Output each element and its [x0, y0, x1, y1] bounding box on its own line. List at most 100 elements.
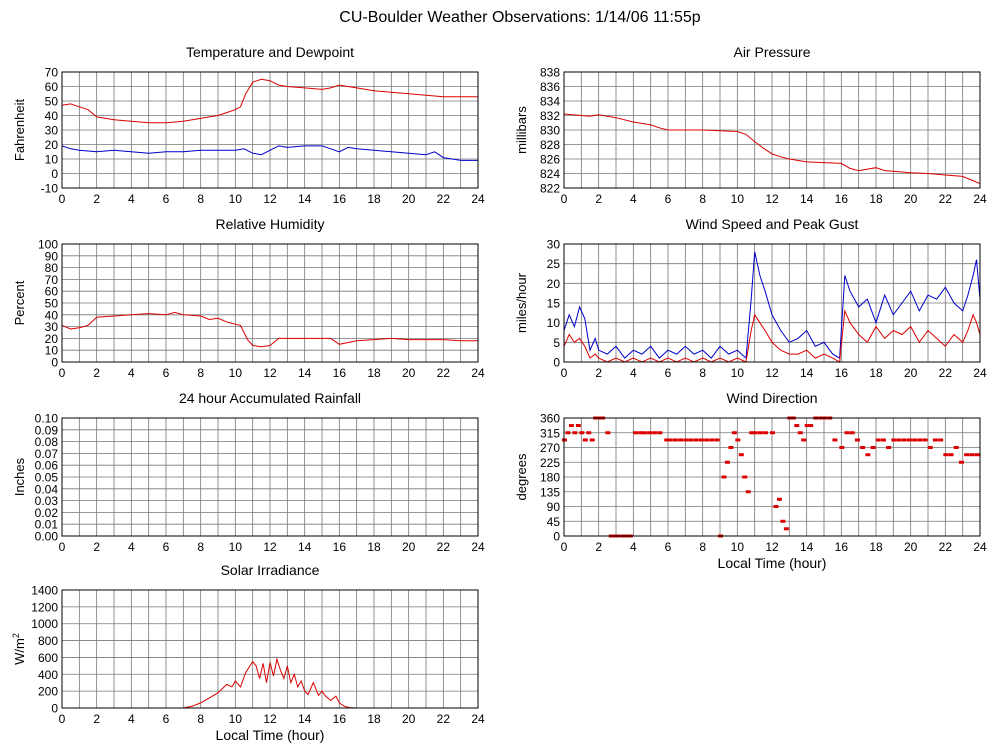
- x-tick-label: 0: [59, 712, 66, 726]
- x-tick-label: 0: [59, 192, 66, 206]
- y-tick-label: 30: [45, 320, 59, 334]
- x-tick-label: 24: [471, 712, 485, 726]
- x-tick-label: 0: [561, 540, 568, 554]
- y-tick-label: 0: [51, 167, 58, 181]
- data-point: [735, 438, 741, 442]
- y-tick-label: 45: [547, 515, 561, 529]
- plot-border: [61, 243, 479, 363]
- y-tick-label: 0.07: [35, 447, 59, 461]
- data-point: [757, 431, 763, 435]
- x-tick-label: 16: [835, 192, 849, 206]
- plot-border: [61, 417, 479, 537]
- x-tick-label: 18: [367, 192, 381, 206]
- chart-title: Wind Speed and Peak Gust: [686, 216, 859, 232]
- solar-irradiance-chart: Solar Irradiance020040060080010001200140…: [11, 562, 485, 743]
- y-tick-label: 0.04: [35, 482, 59, 496]
- y-tick-label: 360: [540, 412, 560, 426]
- x-tick-label: 10: [229, 192, 243, 206]
- x-tick-label: 20: [904, 192, 918, 206]
- data-point: [969, 453, 975, 457]
- y-tick-label: 0.10: [35, 412, 59, 426]
- data-point: [568, 424, 574, 428]
- data-point: [572, 431, 578, 435]
- data-point: [672, 438, 678, 442]
- x-tick-label: 8: [197, 540, 204, 554]
- y-tick-label: 20: [45, 138, 59, 152]
- y-axis-label: miles/hour: [514, 272, 529, 333]
- x-tick-label: 2: [93, 712, 100, 726]
- data-point: [704, 438, 710, 442]
- x-tick-label: 4: [128, 712, 135, 726]
- x-tick-label: 12: [765, 192, 779, 206]
- chart-title: 24 hour Accumulated Rainfall: [179, 390, 361, 406]
- y-axis-label: Inches: [12, 457, 27, 496]
- y-axis-label: W/m2: [11, 633, 27, 665]
- y-tick-label: 20: [45, 332, 59, 346]
- data-point: [565, 431, 571, 435]
- plot-border: [563, 417, 981, 537]
- y-tick-label: 30: [547, 238, 561, 252]
- x-tick-label: 20: [402, 366, 416, 380]
- x-tick-label: 12: [263, 540, 277, 554]
- data-point: [896, 438, 902, 442]
- x-tick-label: 12: [765, 540, 779, 554]
- data-point: [657, 431, 663, 435]
- x-tick-label: 10: [229, 366, 243, 380]
- y-tick-label: 800: [38, 634, 58, 648]
- y-tick-label: 0.03: [35, 494, 59, 508]
- data-point: [698, 438, 704, 442]
- x-tick-label: 16: [333, 712, 347, 726]
- x-tick-label: 10: [731, 540, 745, 554]
- data-point: [854, 438, 860, 442]
- plot-border: [563, 243, 981, 363]
- x-tick-label: 6: [163, 540, 170, 554]
- y-tick-label: 822: [540, 182, 560, 196]
- data-point: [906, 438, 912, 442]
- x-tick-label: 0: [561, 366, 568, 380]
- data-point: [875, 438, 881, 442]
- data-point: [804, 424, 810, 428]
- y-tick-label: 0.00: [35, 530, 59, 544]
- x-tick-label: 10: [229, 712, 243, 726]
- series-line: [563, 308, 981, 363]
- series-line: [61, 78, 478, 124]
- data-point: [728, 446, 734, 449]
- chart-title: Relative Humidity: [216, 216, 325, 232]
- x-tick-label: 0: [59, 540, 66, 554]
- data-point: [953, 446, 959, 449]
- x-tick-label: 8: [197, 192, 204, 206]
- y-tick-label: 0: [553, 530, 560, 544]
- x-tick-label: 4: [630, 540, 637, 554]
- x-tick-label: 14: [298, 540, 312, 554]
- y-axis-label: Fahrenheit: [12, 99, 27, 162]
- x-tick-label: 10: [731, 366, 745, 380]
- data-point: [652, 431, 658, 435]
- data-point: [860, 446, 866, 449]
- data-point: [922, 438, 928, 442]
- data-point: [589, 438, 595, 442]
- x-tick-label: 8: [699, 366, 706, 380]
- x-tick-label: 22: [939, 366, 953, 380]
- data-point: [943, 453, 949, 457]
- y-tick-label: 40: [45, 109, 59, 123]
- x-tick-label: 6: [665, 540, 672, 554]
- x-tick-label: 20: [402, 540, 416, 554]
- chart-title: Temperature and Dewpoint: [186, 44, 354, 60]
- accumulated-rainfall-chart: 24 hour Accumulated Rainfall 0.000.010.02…: [12, 390, 485, 554]
- x-tick-label: 18: [869, 540, 883, 554]
- x-tick-label: 2: [595, 366, 602, 380]
- y-tick-label: 30: [45, 124, 59, 138]
- series-line: [563, 251, 981, 360]
- y-tick-label: 600: [38, 651, 58, 665]
- data-point: [721, 475, 727, 479]
- data-point: [582, 438, 588, 442]
- data-point: [638, 431, 644, 435]
- data-point: [605, 431, 611, 435]
- x-tick-label: 2: [93, 540, 100, 554]
- y-tick-label: 25: [547, 257, 561, 271]
- x-tick-label: 2: [595, 192, 602, 206]
- x-tick-label: 18: [367, 366, 381, 380]
- y-tick-label: 100: [38, 238, 58, 252]
- data-point: [780, 519, 786, 523]
